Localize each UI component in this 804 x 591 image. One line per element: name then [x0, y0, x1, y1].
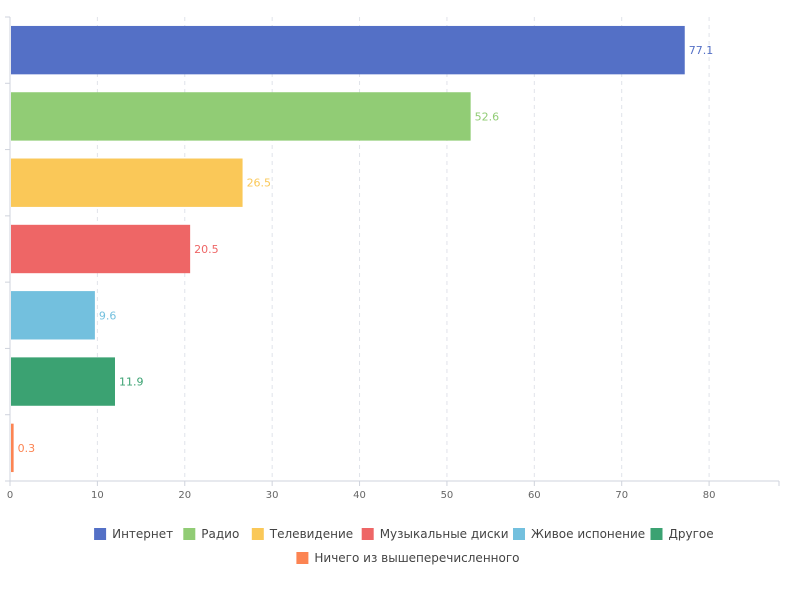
x-tick-label: 40: [353, 490, 366, 501]
legend-swatch: [513, 528, 525, 540]
legend-item[interactable]: Другое: [650, 527, 714, 541]
legend-item[interactable]: Живое испонение: [513, 527, 645, 541]
x-tick-label: 80: [703, 490, 716, 501]
bar-value-label: 26.5: [247, 177, 271, 190]
legend-item[interactable]: Радио: [183, 527, 239, 541]
legend-label: Живое испонение: [531, 527, 645, 541]
legend-swatch: [296, 552, 309, 564]
x-tick-labels: 0 10 20 30 40 50 60 70 80: [7, 490, 716, 501]
bar[interactable]: [11, 224, 191, 274]
legend-label: Телевидение: [269, 527, 353, 541]
bar[interactable]: [11, 25, 685, 75]
bar-value-label: 0.3: [18, 442, 35, 455]
bar-value-label: 52.6: [475, 110, 500, 123]
legend-item[interactable]: Музыкальные диски: [361, 527, 509, 541]
x-tick-label: 10: [91, 490, 104, 501]
legend-swatch: [251, 528, 264, 540]
legend-item[interactable]: Ничего из вышеперечисленного: [296, 551, 520, 565]
bar[interactable]: [11, 423, 14, 473]
x-tick-label: 30: [266, 490, 279, 501]
legend-label: Музыкальные диски: [380, 527, 509, 541]
legend[interactable]: Интернет Радио Телевидение Музыкальные диск…: [94, 527, 714, 565]
legend-label: Другое: [669, 527, 714, 541]
x-tick-label: 20: [178, 490, 191, 501]
legend-swatch: [94, 528, 107, 540]
legend-swatch: [183, 528, 196, 540]
legend-item[interactable]: Интернет: [94, 527, 173, 541]
legend-label: Ничего из вышеперечисленного: [314, 551, 519, 565]
legend-label: Радио: [201, 527, 239, 541]
bar[interactable]: [11, 158, 243, 207]
legend-swatch: [650, 528, 663, 540]
bars: [11, 25, 685, 473]
legend-label: Интернет: [112, 527, 173, 541]
bar-value-label: 77.1: [689, 44, 714, 57]
bar[interactable]: [11, 92, 471, 141]
axes: [5, 16, 780, 486]
bar-value-label: 11.9: [119, 376, 144, 389]
bar[interactable]: [11, 291, 95, 340]
value-labels: 77.1 52.6 26.5 20.5 9.6 11.9 0.3: [18, 44, 714, 455]
bar-value-label: 9.6: [99, 309, 117, 322]
x-tick-label: 60: [528, 490, 541, 501]
legend-item[interactable]: Телевидение: [251, 527, 353, 541]
x-tick-label: 0: [7, 490, 13, 501]
bar-value-label: 20.5: [194, 243, 219, 256]
x-tick-label: 70: [615, 490, 628, 501]
x-tick-label: 50: [441, 490, 454, 501]
bar[interactable]: [11, 357, 115, 406]
legend-swatch: [361, 528, 374, 540]
